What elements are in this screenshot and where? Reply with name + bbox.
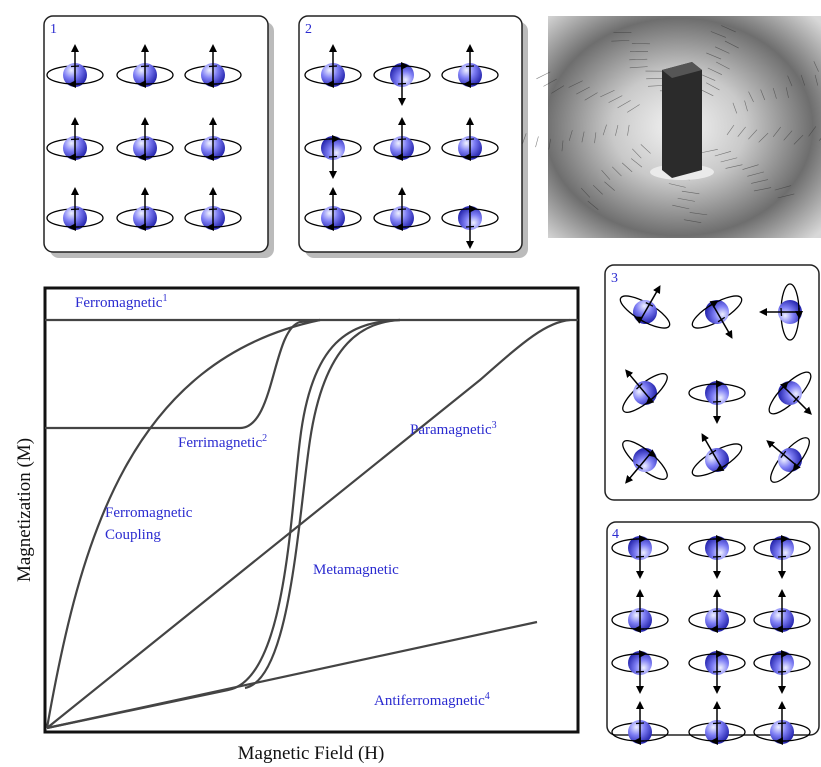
curve-label: Paramagnetic3	[410, 420, 497, 438]
filing	[561, 140, 564, 152]
magnet-top	[662, 62, 702, 78]
filing	[737, 126, 746, 137]
metamagnetic-branch	[244, 318, 401, 690]
filing	[617, 100, 631, 109]
panel-number: 1	[50, 22, 57, 37]
filing	[772, 87, 777, 99]
filing	[602, 124, 607, 136]
filing	[629, 66, 648, 69]
filing	[753, 187, 772, 192]
filing	[672, 204, 690, 210]
x-axis-label: Magnetic Field (H)	[238, 743, 385, 764]
filing	[543, 78, 557, 87]
filing	[751, 179, 769, 184]
filing	[627, 124, 630, 136]
filing	[785, 87, 789, 99]
curve-label: Ferromagnetic	[105, 505, 193, 521]
filing	[536, 71, 551, 80]
filing	[787, 75, 793, 87]
filing	[551, 85, 565, 94]
filing	[700, 73, 716, 81]
ferrimagnetic-curve	[45, 318, 321, 430]
filing	[600, 89, 615, 98]
filing	[777, 193, 795, 199]
filing	[522, 133, 527, 145]
filing	[732, 102, 738, 114]
filing	[706, 82, 720, 91]
filing	[760, 89, 766, 101]
filing	[621, 162, 633, 173]
filing	[700, 149, 718, 154]
filing	[640, 144, 651, 154]
filing	[706, 52, 722, 60]
filing	[808, 126, 817, 137]
panel-number: 4	[612, 527, 619, 542]
filing	[783, 130, 793, 141]
filing	[758, 132, 769, 143]
curve-label: Antiferromagnetic4	[374, 691, 490, 709]
filing	[601, 169, 611, 180]
filing	[584, 92, 598, 101]
filing	[683, 219, 702, 223]
filing	[615, 125, 619, 136]
metamagnetic-curve	[46, 318, 401, 730]
filing	[608, 95, 623, 103]
filing	[742, 164, 759, 170]
filing	[707, 67, 723, 75]
filing	[721, 25, 736, 33]
filing	[629, 58, 648, 61]
filing	[814, 74, 819, 86]
filing	[681, 190, 700, 195]
filing	[677, 197, 695, 202]
filing	[747, 171, 764, 177]
filing	[813, 61, 819, 72]
y-axis-label: Magnetization (M)	[14, 438, 35, 582]
filing	[576, 86, 590, 95]
filing	[772, 126, 781, 138]
filing	[604, 181, 615, 191]
coupling-curve	[45, 318, 321, 729]
filing	[611, 40, 630, 42]
filing	[587, 200, 599, 211]
filing	[612, 166, 622, 177]
filing	[744, 100, 748, 112]
filing	[568, 80, 583, 88]
filing	[714, 46, 730, 54]
filing	[720, 157, 738, 163]
filing	[631, 158, 643, 168]
filing	[632, 148, 642, 159]
filing	[535, 136, 539, 148]
panel-number: 3	[611, 271, 618, 286]
curve-label: Ferromagnetic1	[75, 293, 167, 311]
filing	[724, 40, 739, 49]
filing	[800, 74, 806, 86]
filing	[748, 129, 758, 140]
panel-number: 2	[305, 22, 312, 37]
filing	[592, 184, 603, 195]
filing	[726, 124, 735, 136]
filing	[725, 164, 743, 169]
filing	[548, 138, 552, 150]
filing	[580, 187, 591, 198]
antiferromagnetic-curve	[46, 620, 538, 730]
filing	[689, 212, 708, 216]
filing	[793, 134, 804, 145]
filing	[568, 130, 573, 141]
filing	[594, 132, 597, 144]
magnet	[662, 62, 702, 178]
filing	[748, 91, 754, 103]
filing	[714, 150, 732, 157]
curve-label: Coupling	[105, 527, 161, 543]
filing	[774, 185, 792, 191]
paramagnetic-curve	[46, 318, 571, 729]
filing	[710, 31, 726, 38]
curve-label: Metamagnetic	[313, 562, 399, 578]
filing	[581, 131, 585, 143]
filing	[627, 104, 640, 113]
curve-label: Ferrimagnetic2	[178, 433, 267, 451]
filing	[668, 183, 686, 188]
filing	[716, 61, 730, 70]
